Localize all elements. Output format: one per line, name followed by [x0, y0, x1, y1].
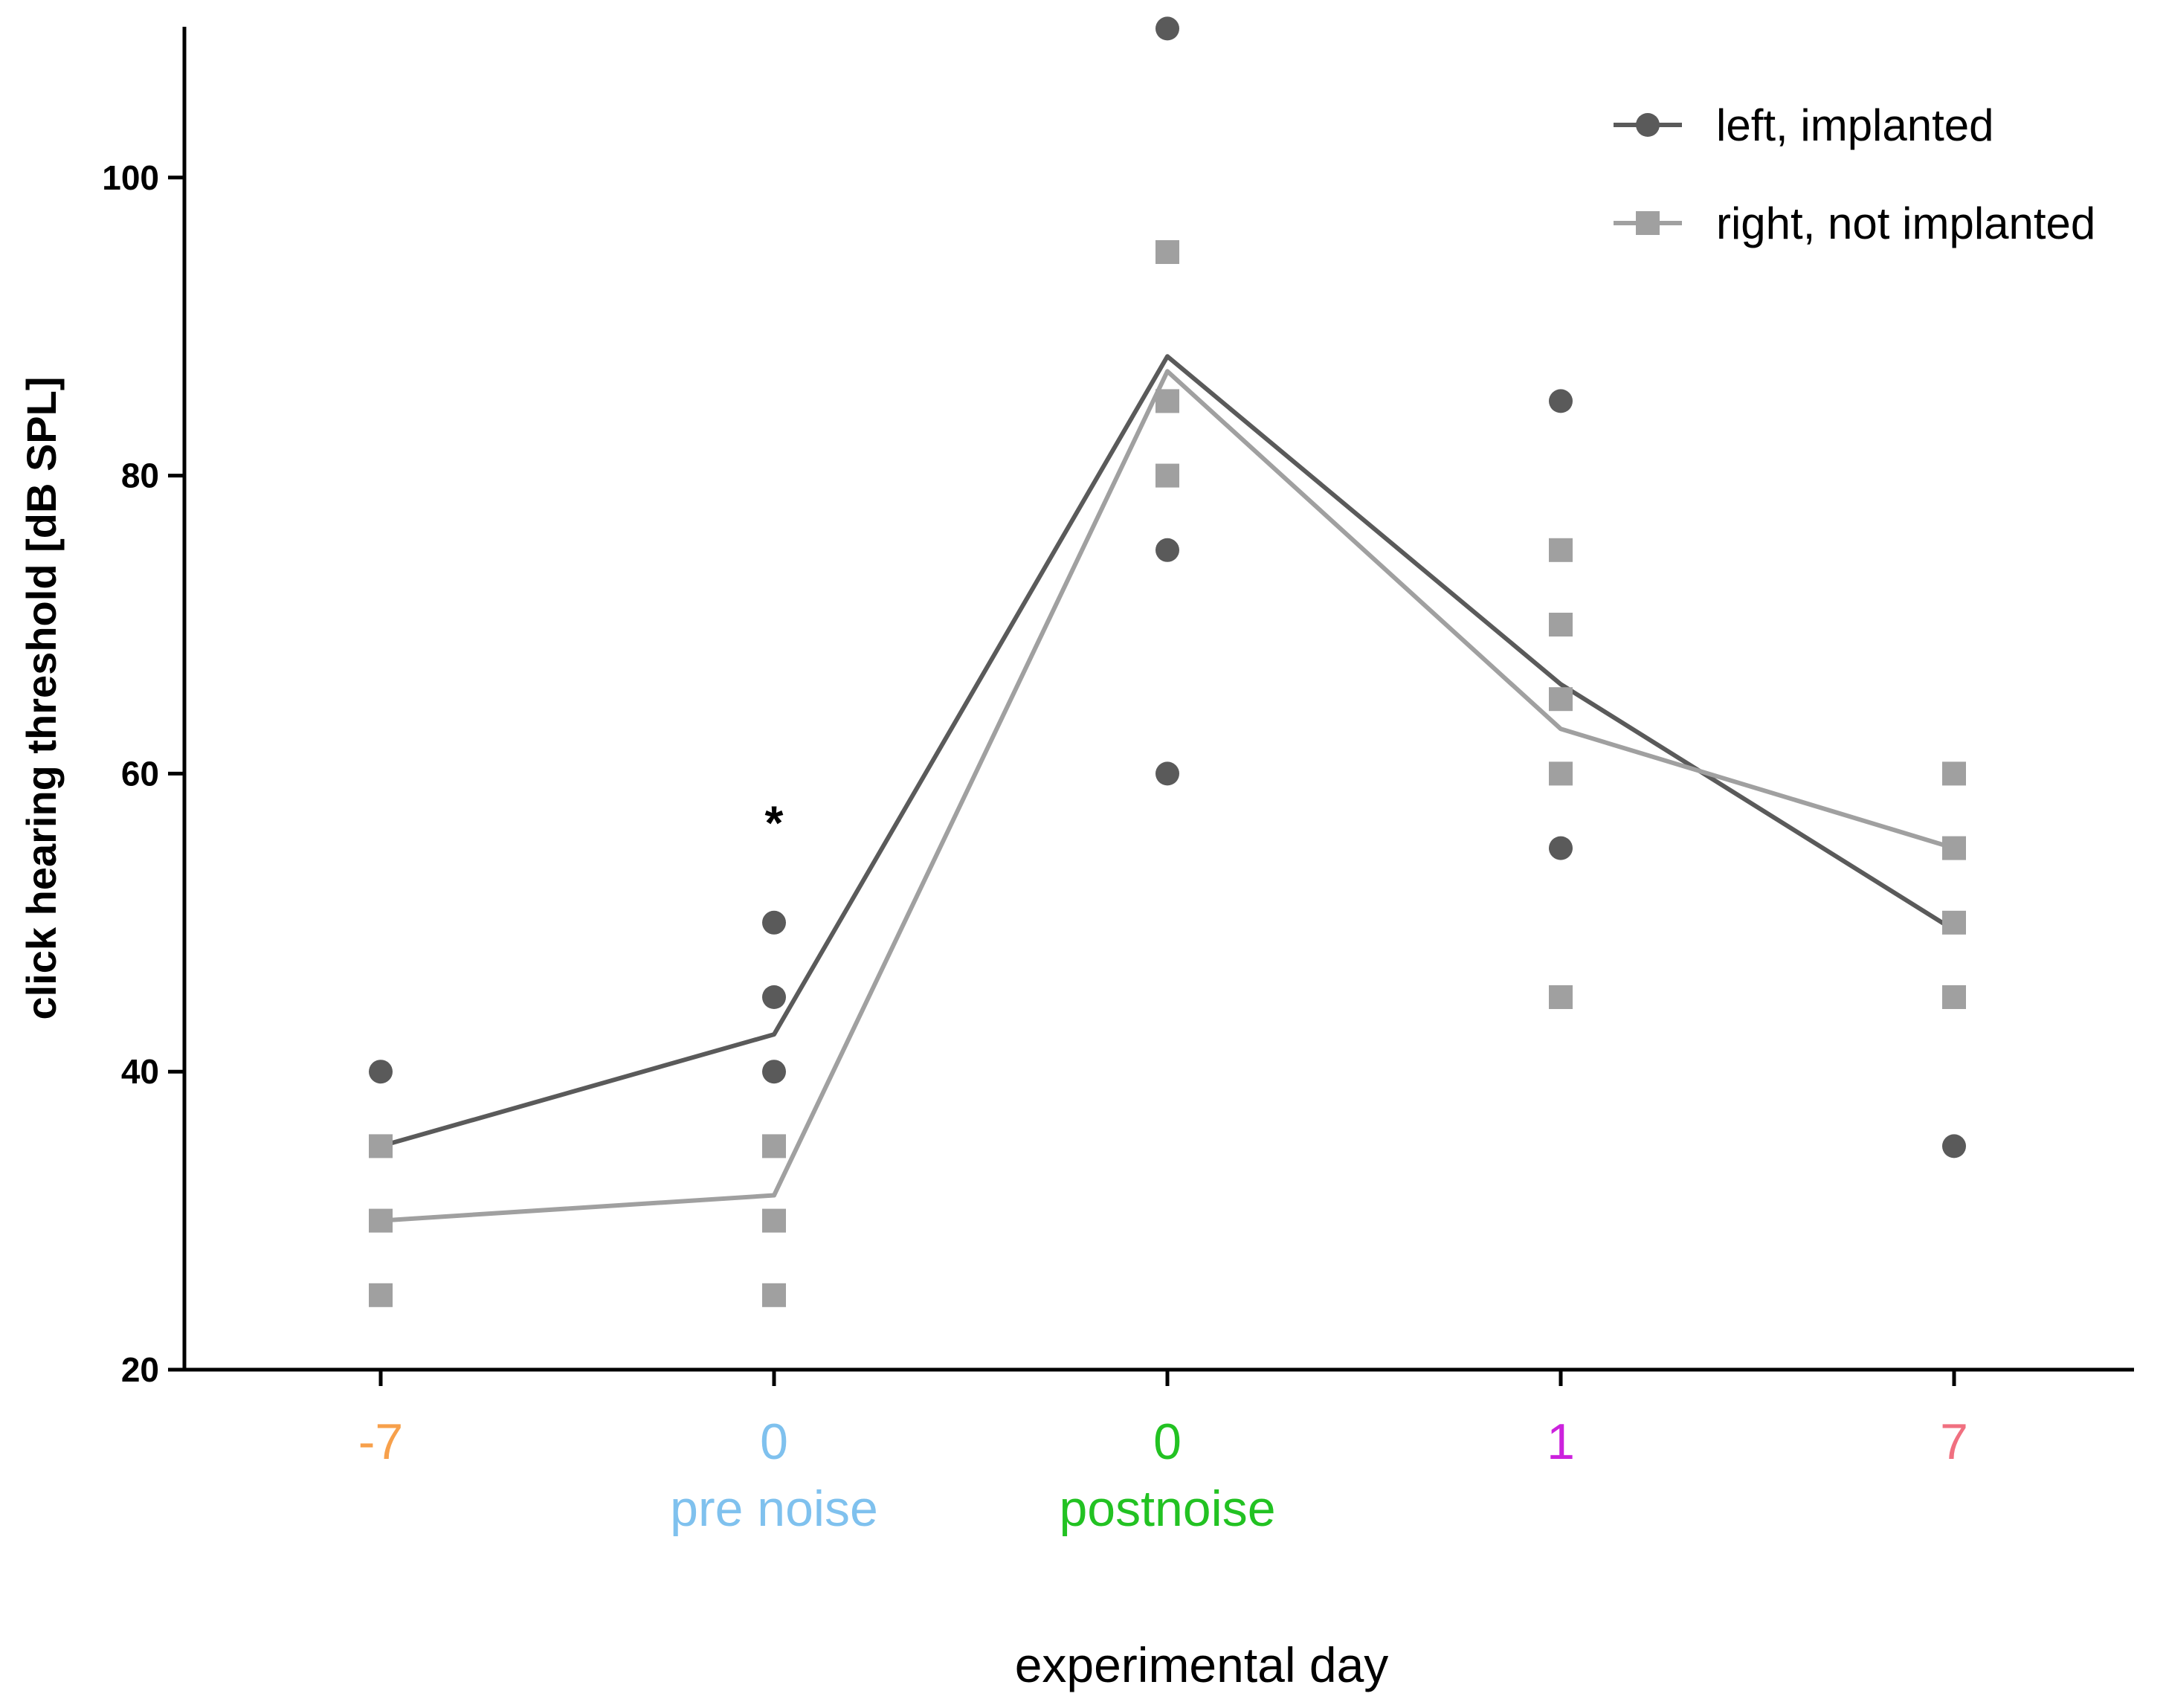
point-right-not-implanted [1549, 687, 1573, 712]
point-right-not-implanted [1942, 836, 1966, 860]
point-left-implanted [1549, 389, 1573, 413]
legend-marker-square [1636, 211, 1660, 235]
point-right-not-implanted [1155, 389, 1179, 413]
mean-line-left-implanted [380, 354, 1956, 1149]
point-right-not-implanted [1549, 985, 1573, 1009]
y-tick-label: 20 [121, 1350, 159, 1389]
point-right-not-implanted [1942, 985, 1966, 1009]
significance-asterisk: * [765, 796, 784, 849]
annotations: * [765, 796, 784, 849]
point-left-implanted [369, 1060, 393, 1084]
x-tick-label: 1 [1547, 1414, 1575, 1470]
x-ticks: -7 0 pre noise 0 postnoise 1 7 [358, 1370, 1968, 1537]
point-left-implanted [1942, 1134, 1966, 1158]
point-right-not-implanted [1549, 538, 1573, 562]
x-tick-label: 0 [1153, 1414, 1182, 1470]
point-right-not-implanted [1155, 463, 1179, 488]
mean-lines [380, 354, 1956, 1223]
x-tick-sublabel: pre noise [670, 1480, 878, 1537]
mean-line-right-not-implanted [380, 369, 1955, 1223]
x-tick-label: -7 [358, 1414, 403, 1470]
y-axis-label: click hearing threshold [dB SPL] [18, 376, 65, 1019]
legend-label: right, not implanted [1716, 199, 2095, 248]
point-right-not-implanted [369, 1208, 393, 1233]
x-axis-label: experimental day [1015, 1637, 1389, 1692]
data-points [369, 16, 1966, 1307]
x-tick-sublabel: postnoise [1059, 1480, 1275, 1537]
legend-marker-circle [1636, 113, 1660, 137]
point-left-implanted [1155, 538, 1179, 562]
y-tick-label: 100 [102, 158, 159, 197]
y-tick-label: 80 [121, 457, 159, 495]
point-left-implanted [762, 910, 786, 935]
point-right-not-implanted [369, 1134, 393, 1158]
point-left-implanted [1155, 16, 1179, 41]
point-left-implanted [762, 1060, 786, 1084]
point-right-not-implanted [1155, 240, 1179, 264]
point-right-not-implanted [1549, 761, 1573, 786]
point-right-not-implanted [1942, 910, 1966, 935]
y-tick-label: 60 [121, 754, 159, 793]
point-left-implanted [1549, 836, 1573, 860]
y-ticks: 20 40 60 80 100 [102, 158, 184, 1389]
legend-label: left, implanted [1716, 100, 1994, 150]
point-right-not-implanted [762, 1283, 786, 1307]
point-right-not-implanted [762, 1208, 786, 1233]
point-left-implanted [762, 985, 786, 1009]
y-tick-label: 40 [121, 1052, 159, 1091]
point-right-not-implanted [762, 1134, 786, 1158]
x-tick-label: 7 [1940, 1414, 1968, 1470]
axes [182, 27, 2134, 1372]
point-right-not-implanted [1549, 613, 1573, 637]
point-right-not-implanted [369, 1283, 393, 1307]
legend: left, implanted right, not implanted [1614, 100, 2095, 248]
point-right-not-implanted [1942, 761, 1966, 786]
point-left-implanted [1155, 761, 1179, 786]
x-tick-label: 0 [760, 1414, 788, 1470]
